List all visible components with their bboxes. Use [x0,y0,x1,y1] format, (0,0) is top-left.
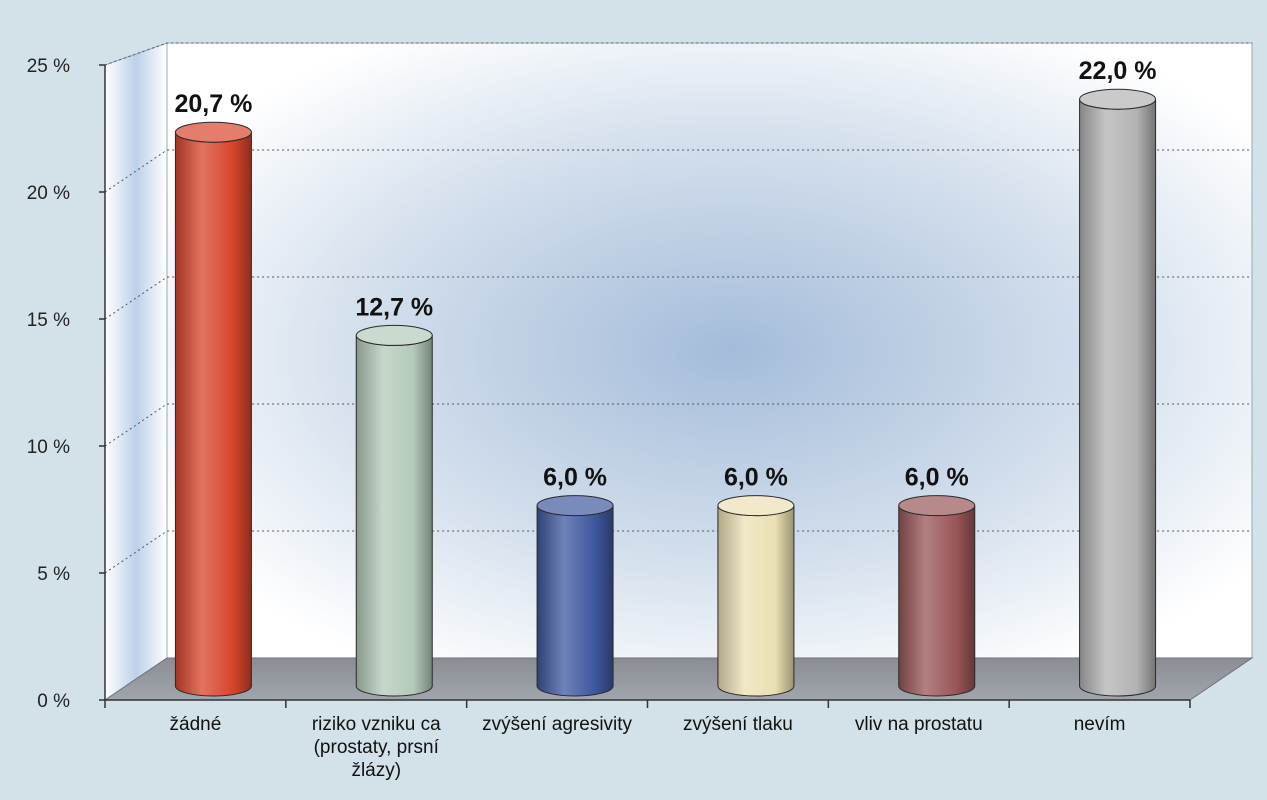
side-wall [104,42,168,701]
data-label: 6,0 % [543,464,607,492]
y-tick-label: 25 % [27,56,70,77]
x-tick-line: žlázy) [351,760,401,781]
bar-body [717,505,795,697]
y-tick-label: 0 % [37,691,70,712]
x-tick-line: riziko vzniku ca [312,714,441,735]
bar [717,495,795,697]
bar [355,324,433,697]
x-tick-line: žádné [170,714,222,735]
bar-body [1079,99,1157,697]
data-label: 12,7 % [355,293,433,321]
bar-body [536,505,614,697]
bar-top [536,495,614,517]
bar-top [1079,88,1157,110]
bar-top [717,495,795,517]
x-tick-line: (prostaty, prsní [314,737,440,758]
x-tick-label: zvýšení tlaku [683,714,793,735]
bar [898,495,976,697]
x-axis: žádné riziko vzniku ca (prostaty, prsní žlá… [104,699,1191,781]
gridlines [104,42,1252,574]
gridline [104,42,1252,66]
x-tick-label: riziko vzniku ca (prostaty, prsní žlázy) [312,714,441,781]
data-label: 6,0 % [724,464,788,492]
bar [536,495,614,697]
y-tick-label: 20 % [27,183,70,204]
bar-body [898,505,976,697]
y-tick-label: 15 % [27,310,70,331]
bar [174,121,252,697]
data-label: 22,0 % [1079,57,1157,85]
data-label: 6,0 % [905,464,969,492]
y-tick-label: 5 % [37,564,70,585]
bar-body [174,132,252,697]
x-tick-line: zvýšení tlaku [683,714,793,735]
x-tick-line: vliv na prostatu [855,714,983,735]
x-tick-label: žádné [170,714,222,735]
x-tick-line: nevím [1074,714,1126,735]
bars: 20,7 % 12,7 % 6,0 % 6,0 % 6,0 % 22,0 % [174,57,1157,697]
y-axis: 0 % 5 % 10 % 15 % 20 % 25 % [27,56,106,712]
x-tick-label: zvýšení agresivity [482,714,632,735]
y-tick-label: 10 % [27,437,70,458]
data-label: 20,7 % [174,90,252,118]
bar [1079,88,1157,697]
bar-top [898,495,976,517]
bar-body [355,335,433,697]
x-tick-label: nevím [1074,714,1126,735]
x-tick-line: zvýšení agresivity [482,714,632,735]
x-tick-label: vliv na prostatu [855,714,983,735]
bar-top [174,121,252,143]
bar-top [355,324,433,346]
